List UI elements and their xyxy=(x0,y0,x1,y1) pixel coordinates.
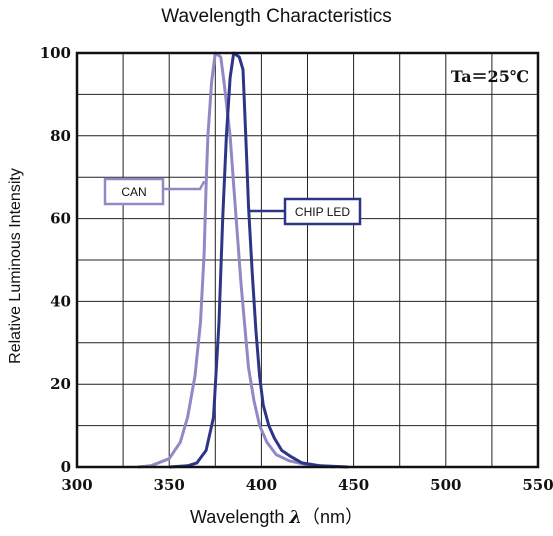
y-tick-label: 0 xyxy=(61,458,71,476)
callout-box xyxy=(103,177,165,206)
callout-box xyxy=(283,197,362,226)
x-tick-label: 400 xyxy=(246,476,277,494)
callout-label: CHIP LED xyxy=(295,205,350,219)
x-tick-label: 450 xyxy=(338,476,369,494)
x-tick-label: 300 xyxy=(61,476,92,494)
series-line-chip-led xyxy=(169,51,349,469)
x-axis-label: Wavelength λ（nm） xyxy=(189,507,364,528)
y-tick-label: 60 xyxy=(50,210,71,228)
callout-leader xyxy=(248,209,285,213)
chart-title: Wavelength Characteristics xyxy=(161,6,392,27)
series-line-can xyxy=(137,51,336,469)
x-tick-label: 550 xyxy=(522,476,553,494)
callout-label: CAN xyxy=(121,185,146,199)
y-tick-label: 80 xyxy=(50,127,71,145)
series-callouts: CAN CHIP LED xyxy=(103,177,362,226)
annotation-group: Ta＝25℃ xyxy=(451,67,529,86)
temperature-annotation: Ta＝25℃ xyxy=(451,67,529,86)
y-tick-label: 100 xyxy=(40,44,71,62)
plot-frame xyxy=(75,51,540,469)
series-curves xyxy=(137,51,349,469)
callout-leader xyxy=(163,180,206,191)
y-tick-label: 40 xyxy=(50,292,71,310)
x-tick-label: 350 xyxy=(154,476,185,494)
tick-labels: 300 350 400 450 500 550 0 20 40 60 80 100 xyxy=(40,44,553,494)
x-tick-label: 500 xyxy=(430,476,461,494)
y-tick-label: 20 xyxy=(50,375,71,393)
grid-lines xyxy=(76,52,539,468)
